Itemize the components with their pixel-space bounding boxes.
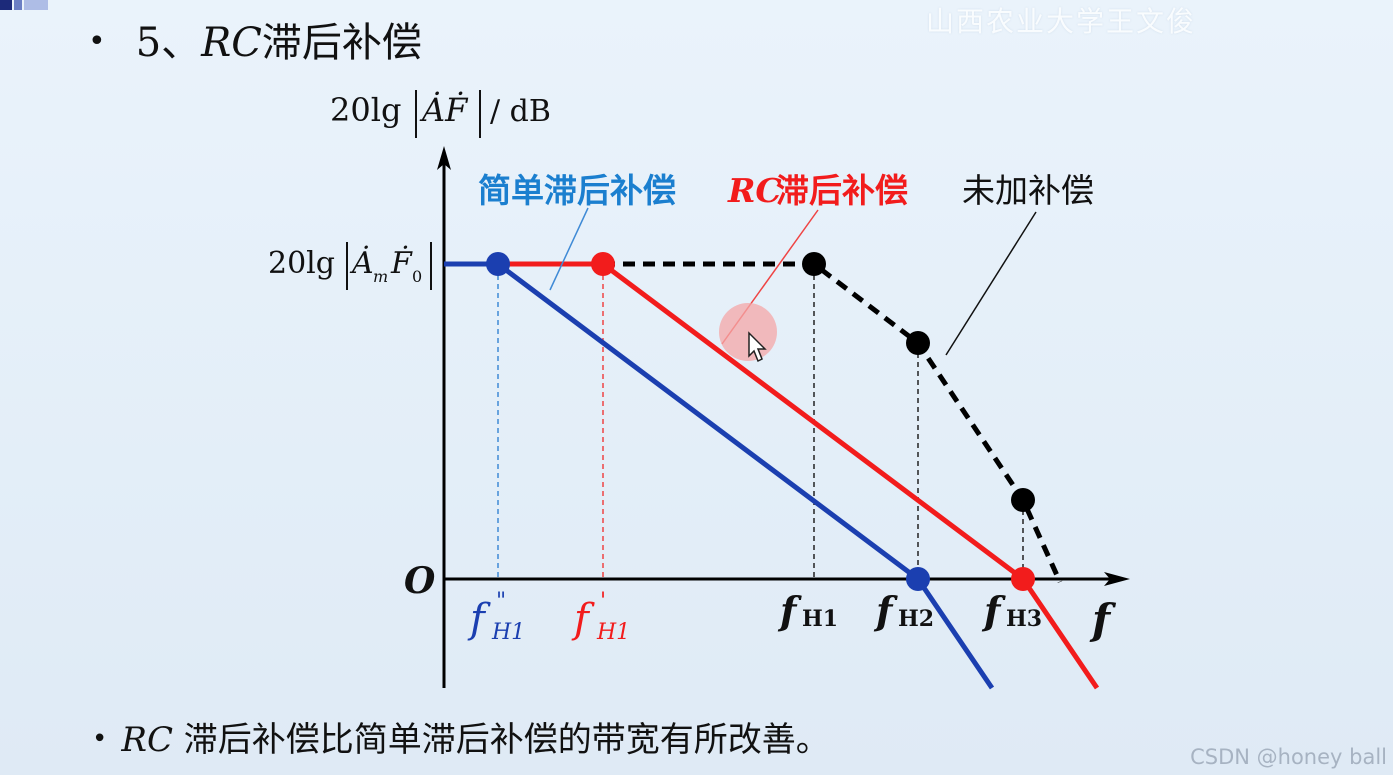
level-F-sub: 0	[412, 267, 422, 286]
tick-fh1-dd-sub: H1	[491, 620, 525, 645]
level-F: Ḟ	[390, 245, 413, 281]
cursor-halo	[719, 303, 777, 361]
leader-none	[945, 211, 1037, 356]
curve-uncompensated	[603, 261, 1063, 584]
y-label-unit: / dB	[490, 94, 551, 129]
note-bullet: •	[92, 724, 108, 754]
point-fH3	[1011, 488, 1035, 512]
tick-fH2-f: f	[873, 588, 898, 633]
leader-simple	[549, 207, 589, 291]
point-rc-crossover	[1011, 567, 1035, 591]
level-A: Ȧ	[349, 245, 374, 281]
label-uncompensated: 未加补偿	[962, 171, 1094, 210]
title-text: 滞后补偿	[261, 20, 422, 66]
point-simple-corner	[486, 252, 510, 276]
y-label-expr: ȦḞ	[419, 91, 469, 129]
tick-fH3-sub: H3	[1006, 606, 1042, 632]
conclusion-note: • RC 滞后补偿比简单滞后补偿的带宽有所改善。	[92, 712, 830, 761]
university-watermark: 山西农业大学王文俊	[926, 5, 1197, 38]
title-rc: RC	[201, 20, 262, 66]
slide-title: • 5、RC滞后补偿	[88, 10, 422, 68]
tick-fh1-d-f: f	[571, 596, 595, 642]
point-rc-corner	[591, 252, 615, 276]
x-axis-arrow	[1104, 572, 1130, 586]
label-simple-lag: 简单滞后补偿	[478, 171, 676, 210]
tick-fh1-dd-f: f	[467, 596, 491, 642]
top-decoration-strip	[0, 0, 1393, 10]
point-fH1	[802, 252, 826, 276]
level-prefix: 20lg	[268, 246, 335, 281]
label-rc-lag-rc: RC	[727, 171, 782, 210]
x-axis-label: f	[1089, 595, 1117, 644]
point-fH2	[906, 331, 930, 355]
tick-fH1-f: f	[777, 588, 802, 633]
tick-fH1-sub: H1	[802, 606, 838, 632]
point-simple-crossover	[906, 567, 930, 591]
curve-rc-lag	[498, 261, 1100, 690]
level-A-sub: m	[373, 267, 388, 286]
csdn-credit: CSDN @honey ball	[1190, 745, 1387, 769]
curve-simple-lag	[444, 261, 995, 690]
tick-fh1-d-sub: H1	[596, 620, 630, 645]
tick-fH2-sub: H2	[898, 606, 934, 632]
origin-label: O	[404, 560, 436, 602]
label-rc-lag-text: 滞后补偿	[776, 171, 908, 210]
note-rc: RC	[121, 720, 173, 760]
mouse-pointer-icon	[748, 331, 767, 363]
tick-fh1-dd-mark: "	[496, 589, 506, 614]
y-axis-arrow	[437, 146, 451, 170]
tick-fh1-d-mark: '	[600, 589, 606, 614]
title-bullet: •	[88, 24, 106, 59]
y-label-prefix: 20lg	[330, 91, 401, 129]
tick-fH3-f: f	[981, 588, 1006, 633]
note-text: 滞后补偿比简单滞后补偿的带宽有所改善。	[172, 720, 830, 760]
title-number: 5、	[135, 20, 202, 66]
